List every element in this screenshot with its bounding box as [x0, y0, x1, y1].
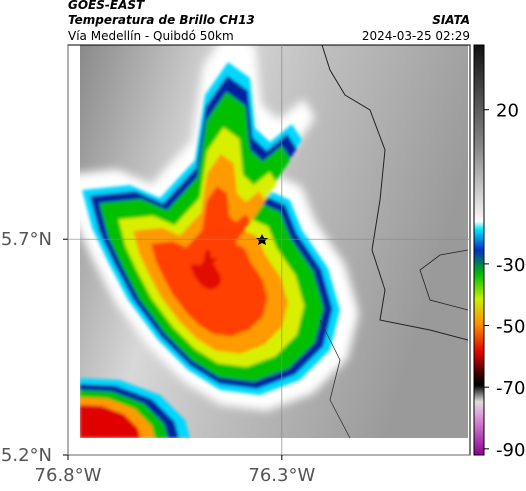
lat-label: 5.7°N	[1, 229, 52, 250]
datetime: 2024-03-25 02:29	[362, 29, 470, 43]
river	[319, 319, 351, 438]
place: Vía Medellín - Quibdó 50km	[68, 29, 234, 43]
lon-label: 76.8°W	[35, 465, 102, 486]
colorbar-label: -70	[496, 378, 525, 399]
title: GOES-EAST	[68, 0, 145, 12]
lat-label: 5.2°N	[1, 445, 52, 466]
colorbar-label: -30	[496, 255, 525, 276]
colorbar-label: 20	[496, 101, 519, 122]
colorbar-label: -90	[496, 440, 525, 461]
lon-label: 76.3°W	[248, 465, 315, 486]
subtitle: Temperatura de Brillo CH13	[68, 13, 255, 27]
source: SIATA	[432, 13, 470, 27]
border	[321, 45, 468, 341]
colorbar-label: -50	[496, 317, 525, 338]
axes: 5.7°N 5.2°N76.8°W 76.3°W 20 -30 -50 -70 -90	[1, 45, 525, 486]
border	[419, 249, 468, 311]
satellite-image	[80, 45, 468, 438]
colorbar	[473, 44, 485, 456]
